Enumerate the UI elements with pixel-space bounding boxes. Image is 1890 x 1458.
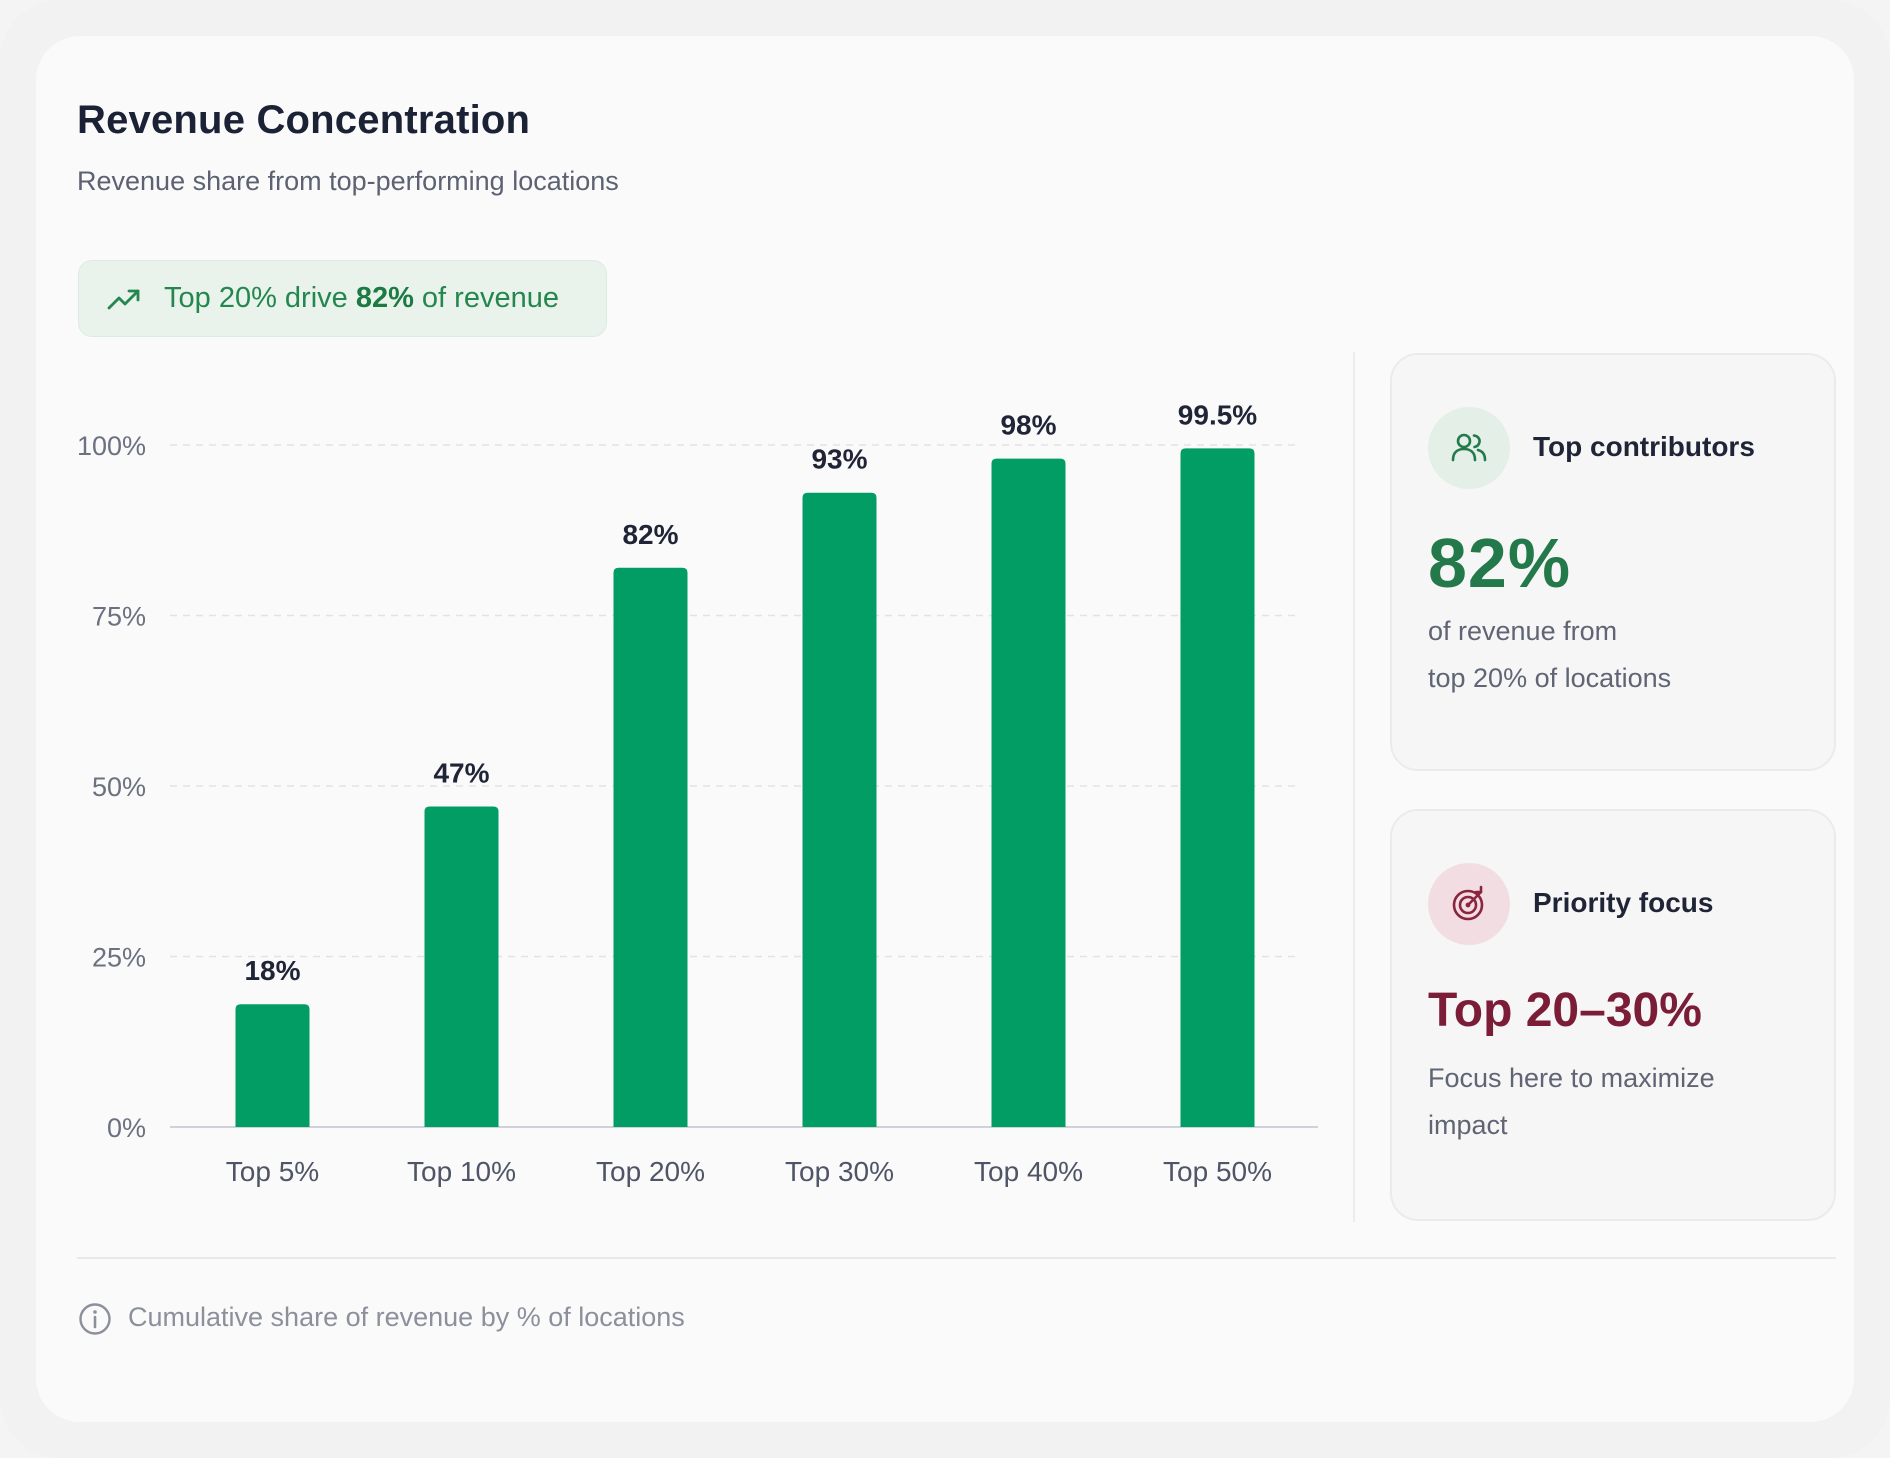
footer-divider: [77, 1257, 1836, 1259]
x-tick-label: Top 5%: [226, 1156, 319, 1187]
y-tick-label: 75%: [92, 602, 146, 632]
priority-focus-value: Top 20–30%: [1428, 984, 1702, 1037]
bar-data-label: 98%: [1000, 410, 1056, 441]
users-badge: [1428, 407, 1510, 489]
target-icon: [1452, 885, 1484, 921]
top-contributors-line-1: of revenue from: [1428, 616, 1618, 646]
chart-data-labels: 18% 47% 82% 93% 98% 99.5%: [244, 399, 1257, 986]
x-tick-label: Top 50%: [1163, 1156, 1272, 1187]
y-tick-label: 100%: [77, 431, 146, 461]
bar: [424, 806, 499, 1127]
priority-focus-heading: Priority focus: [1533, 887, 1714, 918]
top-contributors-line-2: top 20% of locations: [1428, 663, 1672, 693]
top-contributors-heading: Top contributors: [1533, 431, 1755, 462]
x-tick-label: Top 40%: [974, 1156, 1083, 1187]
bar-data-label: 18%: [244, 955, 300, 986]
users-icon: [1451, 433, 1487, 462]
footer-note: Cumulative share of revenue by % of loca…: [128, 1302, 685, 1332]
page-subtitle: Revenue share from top-performing locati…: [77, 166, 619, 196]
top-contributors-card: Top contributors 82% of revenue from top…: [1390, 353, 1836, 771]
page-title: Revenue Concentration: [77, 98, 531, 142]
priority-focus-line-2: impact: [1428, 1110, 1508, 1140]
y-tick-label: 25%: [92, 943, 146, 973]
chart-gridlines: [170, 444, 1318, 1128]
vertical-divider: [1353, 352, 1355, 1222]
chart-x-axis: Top 5% Top 10% Top 20% Top 30% Top 40% Top 50…: [226, 1156, 1272, 1187]
chart-bars: [235, 448, 1255, 1127]
highlight-value: 82%: [355, 282, 414, 314]
highlight-prefix: Top 20% drive: [164, 282, 356, 314]
bar: [613, 567, 688, 1127]
trending-up-icon: [107, 289, 140, 310]
x-tick-label: Top 30%: [785, 1156, 894, 1187]
top-contributors-description: of revenue from top 20% of locations: [1428, 608, 1808, 702]
bar-data-label: 93%: [811, 444, 867, 475]
bar: [802, 492, 877, 1127]
y-tick-label: 50%: [92, 772, 146, 802]
y-tick-label: 0%: [107, 1113, 146, 1143]
bar-data-label: 47%: [433, 757, 489, 788]
bar: [1180, 448, 1255, 1127]
chart-y-axis: 0% 25% 50% 75% 100%: [77, 431, 146, 1143]
bar-data-label: 99.5%: [1178, 399, 1257, 430]
x-tick-label: Top 20%: [596, 1156, 705, 1187]
bar: [991, 458, 1066, 1127]
top-contributors-value: 82%: [1428, 524, 1572, 602]
bar-data-label: 82%: [622, 519, 678, 550]
bar: [235, 1004, 310, 1127]
priority-focus-card: Priority focus Top 20–30% Focus here to …: [1390, 809, 1836, 1221]
priority-focus-description: Focus here to maximize impact: [1428, 1055, 1808, 1149]
highlight-suffix: of revenue: [413, 282, 559, 314]
priority-focus-line-1: Focus here to maximize: [1428, 1063, 1715, 1093]
target-badge: [1428, 863, 1510, 945]
highlight-text: Top 20% drive 82% of revenue: [164, 282, 559, 315]
highlight-pill: Top 20% drive 82% of revenue: [78, 260, 607, 337]
info-icon: [79, 1303, 111, 1335]
x-tick-label: Top 10%: [407, 1156, 516, 1187]
